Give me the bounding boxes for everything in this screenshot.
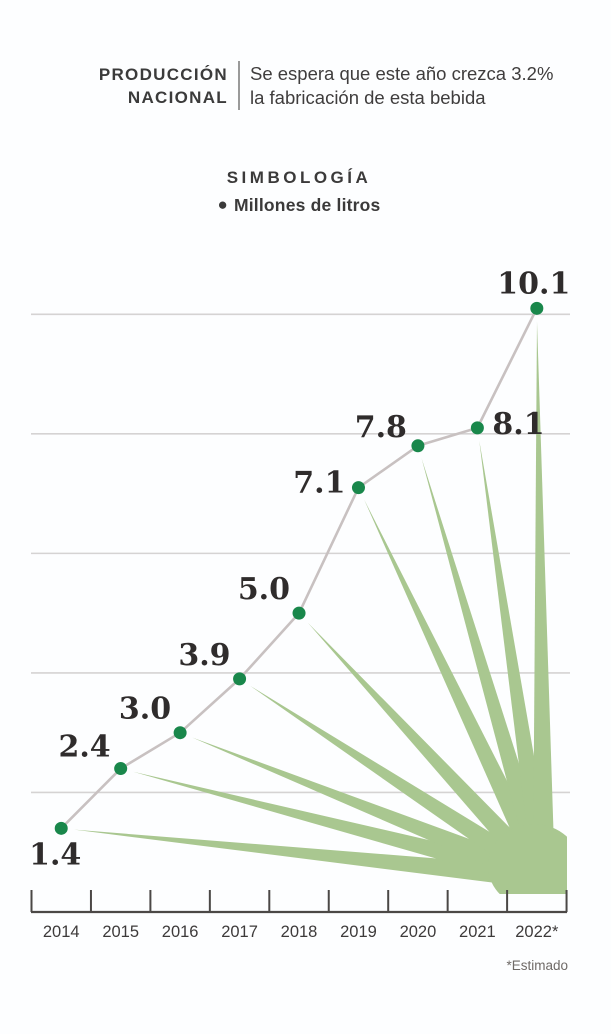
year-label: 2021 <box>459 923 496 941</box>
data-point <box>54 821 68 835</box>
agave-leaf <box>74 829 546 889</box>
page-title-line2: NACIONAL <box>127 88 228 107</box>
data-point <box>351 481 365 495</box>
value-label: 7.8 <box>355 410 407 445</box>
header-description: Se espera que este año crezca 3.2% la fa… <box>250 61 553 110</box>
legend-item: ● Millones de litros <box>0 195 598 216</box>
agave-leaf <box>192 737 549 889</box>
agave-leaf <box>364 499 554 883</box>
header-divider <box>238 61 240 110</box>
agave-leaf <box>133 771 547 889</box>
year-label: 2015 <box>102 923 139 941</box>
data-point <box>530 301 544 315</box>
bullet-icon: ● <box>217 195 228 214</box>
value-label: 3.9 <box>178 638 230 673</box>
header-description-line2: la fabricación de esta bebida <box>250 87 486 108</box>
header: PRODUCCIÓN NACIONAL Se espera que este a… <box>88 61 553 110</box>
value-label: 1.4 <box>29 837 81 872</box>
agave-leaf <box>250 686 551 888</box>
value-label: 7.1 <box>293 466 345 501</box>
year-label: 2014 <box>43 923 80 941</box>
series-line <box>60 307 538 830</box>
legend-item-label: Millones de litros <box>233 195 381 215</box>
data-point <box>114 762 128 776</box>
data-point <box>470 421 484 435</box>
year-label: 2019 <box>340 923 377 941</box>
page-title: PRODUCCIÓN NACIONAL <box>88 61 228 110</box>
year-label: 2022* <box>515 923 559 941</box>
value-label: 5.0 <box>238 572 290 607</box>
header-description-line1: Se espera que este año crezca 3.2% <box>250 63 554 84</box>
legend: SIMBOLOGÍA ● Millones de litros <box>0 168 598 216</box>
agave-fan <box>74 321 567 894</box>
data-point <box>233 672 247 686</box>
year-label: 2020 <box>400 923 437 941</box>
agave-core-corner <box>510 840 567 894</box>
footnote: *Estimado <box>506 958 568 973</box>
year-label: 2016 <box>162 923 199 941</box>
legend-title: SIMBOLOGÍA <box>226 168 372 187</box>
agave-leaf <box>533 321 555 879</box>
data-point <box>173 726 187 740</box>
value-label: 10.1 <box>497 266 570 301</box>
value-label: 8.1 <box>492 407 544 442</box>
agave-leaf <box>307 622 553 886</box>
data-point <box>292 606 306 620</box>
year-label: 2018 <box>281 923 318 941</box>
data-point <box>411 439 425 453</box>
page-title-line1: PRODUCCIÓN <box>98 65 228 84</box>
value-label: 3.0 <box>119 692 171 727</box>
year-label: 2017 <box>221 923 258 941</box>
value-label: 2.4 <box>58 730 110 765</box>
